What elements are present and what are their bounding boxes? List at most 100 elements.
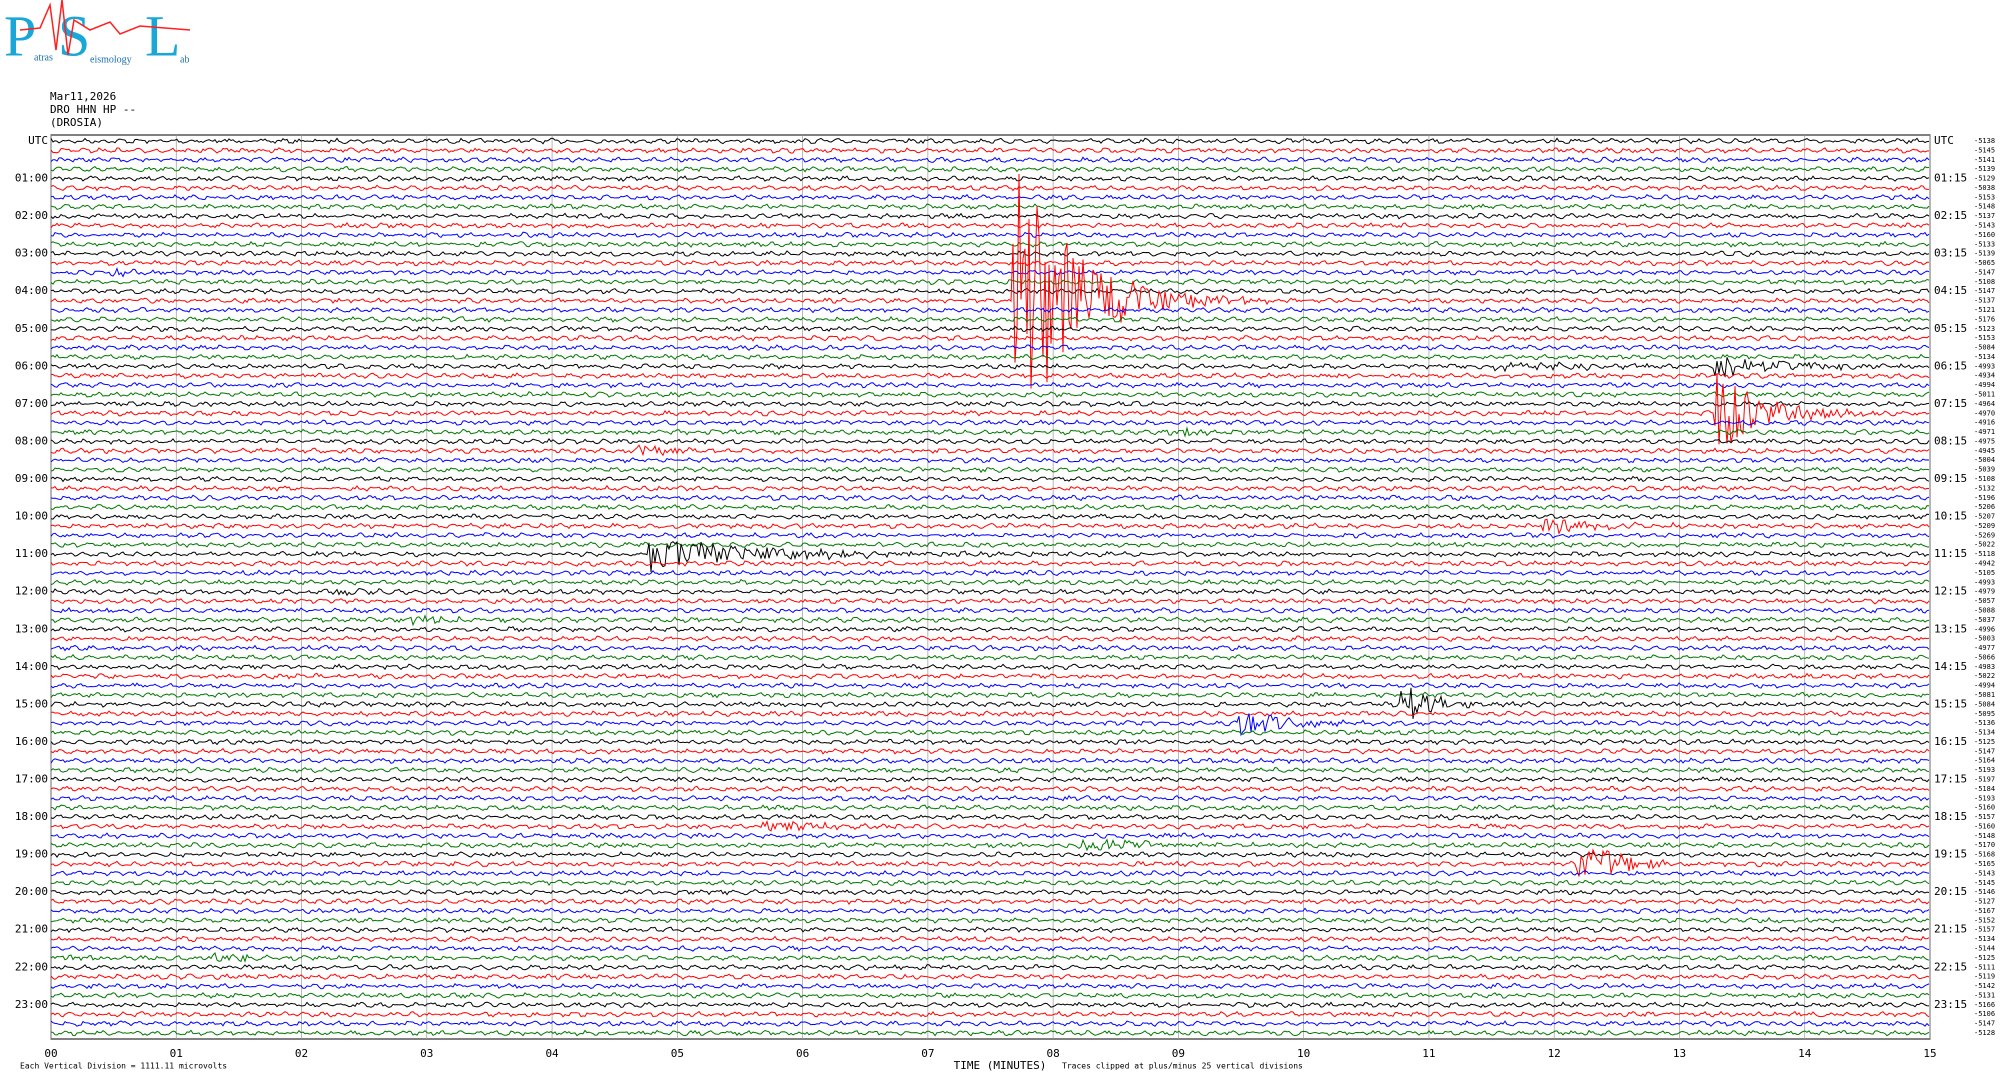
seismic-trace: [50, 804, 1930, 811]
right-time-label: 15:15: [1934, 697, 1967, 710]
x-tick-label: 11: [1422, 1047, 1435, 1060]
seismic-trace: [50, 518, 1930, 535]
x-axis-title: TIME (MINUTES): [954, 1059, 1047, 1072]
x-tick-label: 09: [1172, 1047, 1185, 1060]
offset-label: -5165: [1974, 860, 1995, 868]
seismic-trace: [51, 325, 1930, 332]
offset-label: -5153: [1974, 193, 1995, 201]
offset-label: -5147: [1974, 268, 1995, 276]
seismic-trace: [50, 494, 1930, 502]
seismic-trace: [50, 267, 1930, 278]
seismic-trace: [50, 287, 1930, 295]
offset-label: -5108: [1974, 475, 1995, 483]
left-time-label: 05:00: [15, 322, 48, 335]
offset-label: -4994: [1974, 381, 1995, 389]
offset-label: -5147: [1974, 287, 1995, 295]
seismic-trace: [50, 278, 1930, 286]
seismic-trace: [50, 813, 1930, 821]
footer-note: Each Vertical Division = 1111.11 microvo…: [20, 1062, 227, 1071]
seismic-trace: [50, 794, 1930, 802]
offset-label: -5160: [1974, 231, 1995, 239]
offset-label: -5132: [1974, 484, 1995, 492]
offset-label: -5166: [1974, 1001, 1995, 1009]
offset-label: -5133: [1974, 240, 1995, 248]
seismic-trace: [50, 212, 1930, 220]
right-time-label: 20:15: [1934, 885, 1967, 898]
left-time-label: 22:00: [15, 960, 48, 973]
offset-label: -5037: [1974, 616, 1995, 624]
offset-label: -5147: [1974, 747, 1995, 755]
left-time-label: 16:00: [15, 735, 48, 748]
seismic-trace: [50, 578, 1930, 586]
offset-label: -5164: [1974, 757, 1995, 765]
seismic-trace: [50, 353, 1930, 361]
seismic-trace: [50, 147, 1930, 154]
seismic-trace: [50, 444, 1930, 457]
offset-label: -5127: [1974, 898, 1995, 906]
offset-label: -5193: [1974, 766, 1995, 774]
left-time-label: 13:00: [15, 622, 48, 635]
offset-label: -5137: [1974, 297, 1995, 305]
offset-label: -4977: [1974, 644, 1995, 652]
x-tick-label: 13: [1673, 1047, 1686, 1060]
right-time-label: 03:15: [1934, 247, 1967, 260]
offset-label: -4979: [1974, 588, 1995, 596]
offset-label: -5138: [1974, 137, 1995, 145]
seismic-trace: [50, 973, 1930, 981]
offset-label: -4971: [1974, 428, 1995, 436]
seismic-trace: [50, 879, 1930, 887]
offset-label: -5269: [1974, 531, 1995, 539]
seismic-trace: [50, 992, 1930, 999]
seismic-trace: [50, 541, 1930, 549]
seismic-trace: [50, 907, 1930, 915]
seismic-trace: [50, 184, 1929, 192]
left-time-label: 02:00: [15, 209, 48, 222]
x-tick-label: 12: [1548, 1047, 1561, 1060]
header-line: (DROSIA): [50, 116, 103, 129]
offset-label: -5084: [1974, 344, 1995, 352]
x-tick-label: 04: [545, 1047, 559, 1060]
seismic-trace: [50, 888, 1930, 896]
offset-label: -5160: [1974, 804, 1995, 812]
offset-label: -5129: [1974, 175, 1995, 183]
offset-label: -5176: [1974, 315, 1995, 323]
left-time-label: 21:00: [15, 923, 48, 936]
offset-label: -5084: [1974, 700, 1995, 708]
seismic-trace: [50, 1001, 1930, 1008]
offset-label: -5209: [1974, 522, 1995, 530]
offset-label: -4916: [1974, 419, 1995, 427]
right-time-label: 23:15: [1934, 998, 1967, 1011]
right-time-label: 06:15: [1934, 359, 1967, 372]
seismic-trace: [50, 194, 1930, 201]
right-time-label: 10:15: [1934, 510, 1967, 523]
seismic-trace: [50, 438, 1930, 445]
x-tick-label: 14: [1798, 1047, 1812, 1060]
seismic-trace: [50, 963, 1930, 971]
seismic-trace: [50, 917, 1930, 924]
offset-label: -5038: [1974, 184, 1995, 192]
right-time-label: 02:15: [1934, 209, 1967, 222]
offset-label: -5153: [1974, 334, 1995, 342]
offset-label: -5207: [1974, 513, 1995, 521]
seismic-trace: [50, 819, 1930, 832]
seismic-trace: [50, 663, 1930, 671]
seismic-trace: [50, 635, 1930, 643]
offset-label: -5167: [1974, 907, 1995, 915]
seismic-trace: [50, 372, 1930, 380]
seismic-trace: [50, 766, 1930, 774]
offset-label: -5123: [1974, 325, 1995, 333]
offset-label: -5197: [1974, 775, 1995, 783]
seismic-trace: [50, 391, 1930, 398]
seismic-trace: [50, 137, 1930, 145]
offset-label: -5144: [1974, 944, 1995, 952]
seismic-trace: [50, 838, 1930, 852]
offset-label: -5011: [1974, 391, 1995, 399]
seismic-trace: [50, 419, 1930, 426]
offset-label: -5065: [1974, 259, 1995, 267]
offset-label: -4983: [1974, 663, 1995, 671]
seismic-trace: [50, 625, 1930, 633]
logo-word: eismology: [90, 54, 132, 65]
offset-label: -4945: [1974, 447, 1995, 455]
seismic-trace: [50, 503, 1930, 511]
